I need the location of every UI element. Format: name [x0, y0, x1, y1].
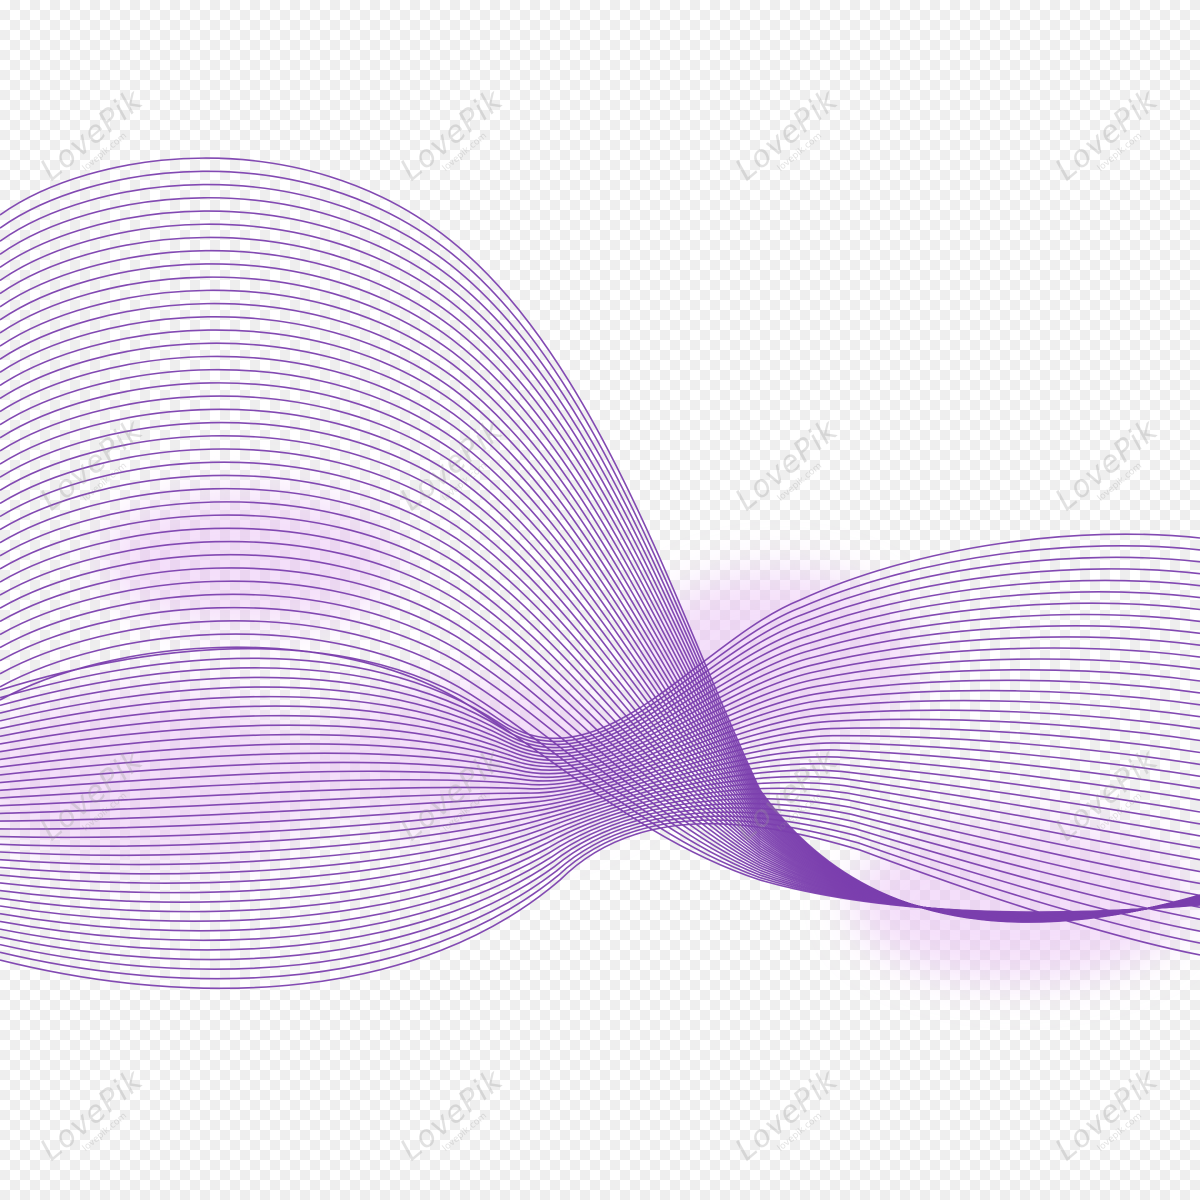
front-ribbon-line [0, 533, 1200, 740]
front-ribbon-line [0, 625, 1200, 765]
front-ribbon-line [0, 727, 1200, 830]
front-ribbon-line [0, 819, 1200, 980]
front-ribbon-line [0, 762, 1200, 875]
glow-blob [0, 690, 330, 870]
back-ribbon-line [0, 646, 1200, 913]
front-ribbon-line [0, 636, 1200, 768]
wave-ribbon-front [0, 533, 1200, 990]
front-ribbon-line [0, 749, 1200, 856]
front-ribbon-line [0, 613, 1200, 762]
front-ribbon-line [0, 658, 1200, 776]
front-ribbon-line [0, 709, 1200, 815]
front-ribbon-line [0, 769, 1200, 884]
front-ribbon-line [0, 797, 1200, 932]
front-ribbon-line [0, 579, 1200, 752]
front-ribbon-line [0, 545, 1200, 743]
front-ribbon-line [0, 591, 1200, 755]
front-ribbon-line [0, 811, 1200, 961]
front-ribbon-line [0, 647, 1200, 772]
front-ribbon-line [0, 787, 1200, 913]
front-ribbon-line [0, 602, 1200, 758]
front-ribbon-line [0, 699, 1200, 807]
front-ribbon-line [0, 815, 1200, 970]
front-ribbon-line [0, 792, 1200, 922]
front-ribbon-line [0, 802, 1200, 942]
wave-ribbon-back [0, 157, 1200, 923]
front-ribbon-line [0, 568, 1200, 749]
front-ribbon-line [0, 734, 1200, 839]
front-ribbon-line [0, 668, 1200, 784]
front-ribbon-line [0, 556, 1200, 746]
front-ribbon-line [0, 679, 1200, 792]
front-ribbon-line [0, 775, 1200, 894]
front-ribbon-line [0, 807, 1200, 951]
front-ribbon-line [0, 781, 1200, 903]
front-ribbon-line [0, 756, 1200, 866]
front-ribbon-line [0, 742, 1200, 847]
front-ribbon-line [0, 822, 1200, 990]
front-ribbon-line [0, 718, 1200, 822]
front-ribbon-line [0, 689, 1200, 799]
